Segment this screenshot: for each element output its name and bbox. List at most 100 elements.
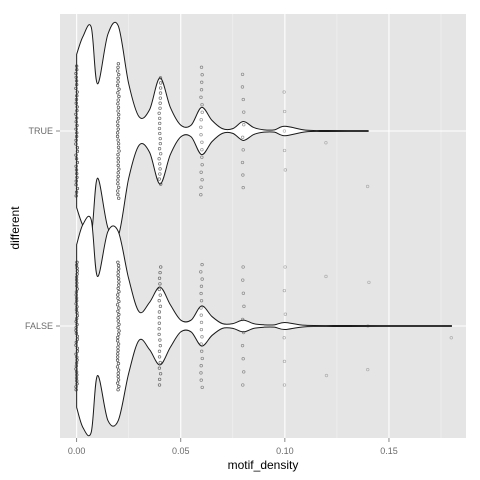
data-point xyxy=(199,320,204,325)
data-point xyxy=(75,349,80,353)
data-point xyxy=(74,153,78,157)
data-point xyxy=(75,313,80,318)
data-point xyxy=(116,174,120,179)
data-point xyxy=(116,388,120,392)
data-point xyxy=(75,311,79,315)
data-point xyxy=(74,127,78,131)
data-point xyxy=(200,103,204,107)
data-point xyxy=(116,80,120,84)
data-point xyxy=(116,105,121,110)
x-axis: 0.00 0.05 0.10 0.15 xyxy=(68,438,398,456)
data-point xyxy=(75,123,79,128)
data-point xyxy=(158,76,163,80)
data-point xyxy=(116,138,120,142)
data-point xyxy=(158,172,162,176)
data-point xyxy=(241,291,246,295)
x-axis-title: motif_density xyxy=(228,458,299,472)
data-point xyxy=(74,319,78,324)
data-point xyxy=(240,135,245,139)
data-point xyxy=(74,290,79,294)
data-point xyxy=(74,134,79,139)
data-point xyxy=(74,367,78,371)
data-point xyxy=(75,281,79,285)
data-point xyxy=(116,62,121,66)
data-point xyxy=(116,263,121,268)
data-point xyxy=(74,343,78,347)
data-point xyxy=(199,291,203,296)
data-point xyxy=(74,75,78,79)
data-point xyxy=(74,361,79,365)
data-point xyxy=(116,309,120,313)
data-point xyxy=(283,265,287,269)
data-point xyxy=(116,286,120,291)
data-point xyxy=(74,194,78,198)
data-point xyxy=(200,80,204,84)
data-point xyxy=(158,293,162,297)
data-point xyxy=(157,315,161,320)
data-point xyxy=(74,308,79,312)
data-point xyxy=(115,134,120,139)
data-point xyxy=(449,336,453,340)
data-point xyxy=(199,125,203,129)
data-point xyxy=(116,348,120,353)
data-point xyxy=(282,109,287,114)
data-point xyxy=(116,76,120,80)
data-point xyxy=(199,284,204,288)
data-point xyxy=(74,101,78,105)
data-point xyxy=(115,365,120,369)
data-point xyxy=(75,131,79,135)
data-point xyxy=(116,361,121,366)
data-point xyxy=(200,349,204,353)
data-point xyxy=(157,349,162,353)
data-point xyxy=(157,377,162,382)
data-point xyxy=(242,370,246,374)
data-point xyxy=(158,121,162,126)
data-point xyxy=(157,276,162,280)
data-point xyxy=(200,335,204,339)
data-point xyxy=(116,127,120,131)
data-point xyxy=(116,142,121,146)
data-point xyxy=(159,152,163,156)
data-point xyxy=(240,344,245,348)
data-point xyxy=(117,306,121,310)
data-point xyxy=(74,183,78,187)
data-point xyxy=(157,111,161,115)
data-point xyxy=(241,383,245,387)
data-point xyxy=(74,284,79,288)
data-point xyxy=(116,260,120,264)
data-point xyxy=(75,322,79,327)
data-point xyxy=(116,293,120,297)
data-point xyxy=(116,270,120,274)
data-point xyxy=(116,342,121,346)
data-point xyxy=(199,65,204,69)
data-point xyxy=(199,299,204,303)
data-point xyxy=(75,108,79,113)
data-point xyxy=(282,336,286,340)
data-point xyxy=(116,316,120,320)
data-point xyxy=(117,322,121,327)
data-point xyxy=(74,370,79,374)
data-point xyxy=(116,352,120,356)
data-point xyxy=(241,265,245,269)
data-point xyxy=(199,170,203,174)
data-point xyxy=(199,193,203,197)
data-point xyxy=(158,136,162,141)
data-point xyxy=(200,163,204,167)
data-point xyxy=(324,141,328,145)
data-point xyxy=(157,355,162,359)
data-point xyxy=(157,126,162,131)
data-point xyxy=(116,182,120,186)
data-point xyxy=(75,160,80,165)
data-point xyxy=(117,312,121,317)
data-point xyxy=(157,366,162,370)
data-point xyxy=(116,123,120,128)
data-point xyxy=(157,332,161,337)
data-point xyxy=(200,140,204,144)
data-point xyxy=(74,296,79,300)
data-point xyxy=(117,167,121,171)
data-point xyxy=(116,116,121,120)
data-point xyxy=(158,96,162,100)
data-point xyxy=(74,388,78,392)
data-point xyxy=(116,120,120,124)
data-point xyxy=(199,313,203,317)
